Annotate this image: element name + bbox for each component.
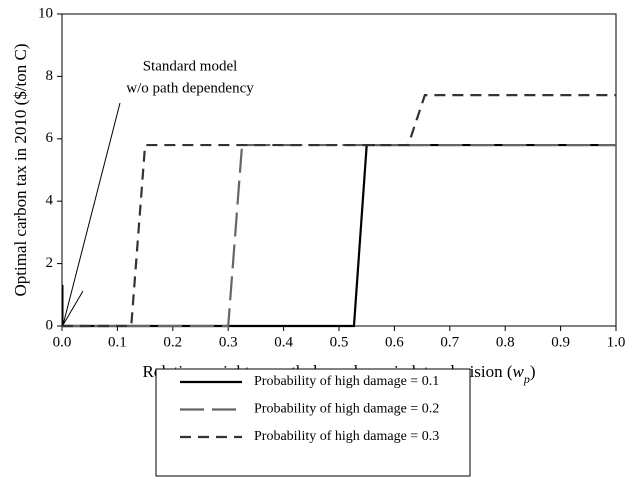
y-tick-label: 10: [38, 5, 53, 21]
x-axis-label-sub: p: [523, 372, 530, 386]
x-tick-label: 0.9: [551, 334, 570, 350]
annotation: w/o path dependency: [126, 80, 254, 96]
x-axis-label-text: ): [530, 362, 536, 381]
x-tick-label: 0.2: [163, 334, 182, 350]
series-line: [62, 143, 616, 328]
x-tick-label: 0.0: [53, 334, 72, 350]
legend-label: Probability of high damage = 0.3: [254, 429, 439, 444]
y-tick-label: 4: [46, 193, 54, 209]
x-tick-label: 0.6: [385, 334, 404, 350]
y-tick-label: 6: [46, 130, 54, 146]
annotation-pointer: [62, 102, 121, 326]
y-tick-label: 0: [46, 317, 54, 333]
annotation-pointer: [62, 290, 84, 326]
y-tick-label: 8: [46, 68, 54, 84]
x-tick-label: 0.7: [440, 334, 459, 350]
x-tick-label: 0.1: [108, 334, 127, 350]
annotation: Standard model: [143, 58, 238, 74]
series-line: [62, 143, 616, 328]
legend-box: [155, 368, 471, 477]
y-axis-label: Optimal carbon tax in 2010 ($/ton C): [11, 43, 30, 296]
x-axis-label-var: w: [513, 362, 525, 381]
x-tick-label: 0.5: [330, 334, 349, 350]
legend-label: Probability of high damage = 0.1: [254, 374, 439, 389]
y-tick-label: 2: [46, 255, 54, 271]
legend-label: Probability of high damage = 0.2: [254, 402, 439, 417]
x-tick-label: 0.3: [219, 334, 238, 350]
series-line: [62, 94, 616, 328]
x-tick-label: 1.0: [607, 334, 626, 350]
x-tick-label: 0.8: [496, 334, 515, 350]
x-tick-label: 0.4: [274, 334, 293, 350]
